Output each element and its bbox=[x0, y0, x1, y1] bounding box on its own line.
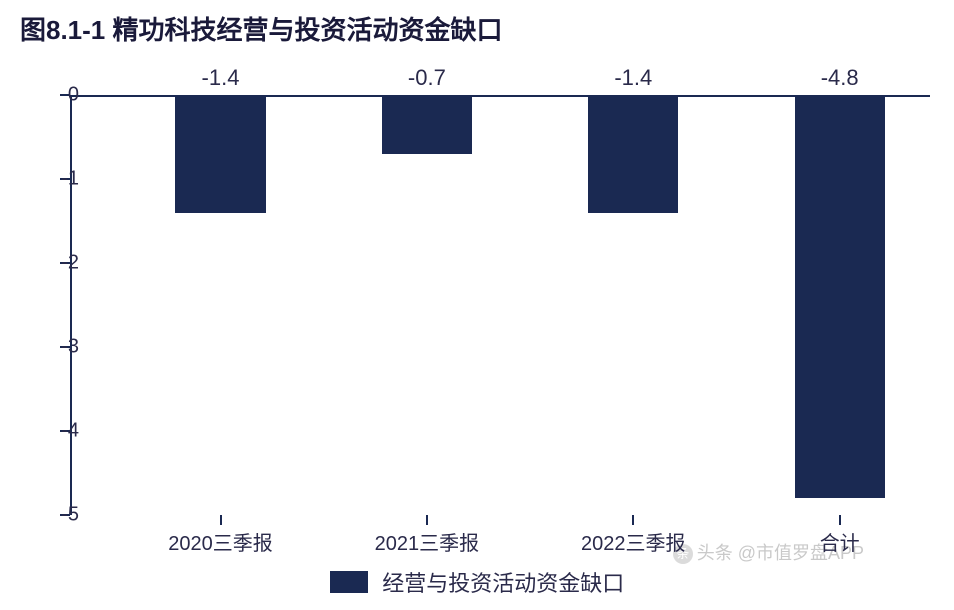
x-axis-label: 2022三季报 bbox=[581, 527, 686, 556]
bar bbox=[795, 95, 885, 498]
bar-data-label: -4.8 bbox=[821, 65, 859, 91]
legend: 经营与投资活动资金缺口 bbox=[0, 566, 954, 598]
x-tick bbox=[220, 515, 222, 525]
y-axis-label: -4 bbox=[61, 420, 79, 443]
bar-data-label: -0.7 bbox=[408, 65, 446, 91]
x-axis-label: 2021三季报 bbox=[375, 527, 480, 556]
y-axis-label: -5 bbox=[61, 504, 79, 527]
bar-data-label: -1.4 bbox=[202, 65, 240, 91]
bar bbox=[588, 95, 678, 213]
x-tick bbox=[426, 515, 428, 525]
x-tick bbox=[839, 515, 841, 525]
x-axis-label: 2020三季报 bbox=[168, 527, 273, 556]
legend-swatch bbox=[330, 571, 368, 593]
chart-plot-area bbox=[70, 95, 930, 515]
bar bbox=[175, 95, 265, 213]
y-axis-label: -3 bbox=[61, 336, 79, 359]
y-axis-label: -1 bbox=[61, 168, 79, 191]
y-axis-label: 0 bbox=[68, 84, 79, 107]
y-axis-label: -2 bbox=[61, 252, 79, 275]
legend-label: 经营与投资活动资金缺口 bbox=[382, 566, 624, 598]
x-axis-label: 合计 bbox=[820, 527, 860, 556]
bar bbox=[382, 95, 472, 154]
chart-title: 图8.1-1 精功科技经营与投资活动资金缺口 bbox=[20, 10, 503, 47]
x-tick bbox=[632, 515, 634, 525]
y-axis bbox=[70, 95, 72, 515]
bar-data-label: -1.4 bbox=[614, 65, 652, 91]
